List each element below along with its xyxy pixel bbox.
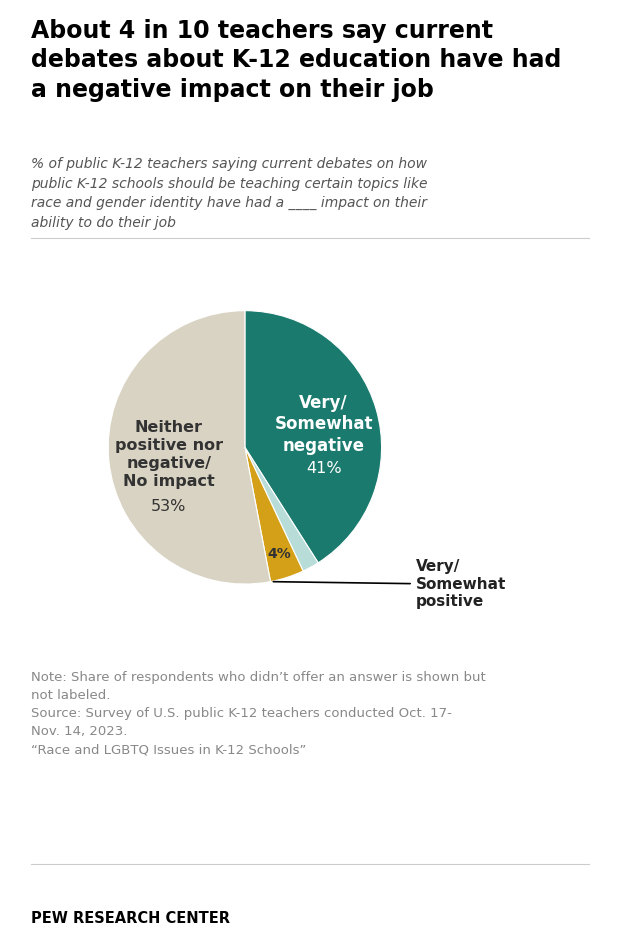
Wedge shape bbox=[245, 447, 303, 582]
Text: Very/
Somewhat
positive: Very/ Somewhat positive bbox=[273, 559, 506, 610]
Text: PEW RESEARCH CENTER: PEW RESEARCH CENTER bbox=[31, 911, 230, 926]
Text: About 4 in 10 teachers say current
debates about K-12 education have had
a negat: About 4 in 10 teachers say current debat… bbox=[31, 19, 561, 102]
Wedge shape bbox=[245, 447, 318, 571]
Text: Very/
Somewhat
negative: Very/ Somewhat negative bbox=[275, 394, 373, 455]
Text: 4%: 4% bbox=[268, 547, 291, 561]
Text: Neither
positive nor
negative/
No impact: Neither positive nor negative/ No impact bbox=[115, 420, 223, 489]
Wedge shape bbox=[245, 310, 381, 563]
Text: 53%: 53% bbox=[151, 499, 187, 514]
Text: % of public K-12 teachers saying current debates on how
public K-12 schools shou: % of public K-12 teachers saying current… bbox=[31, 158, 428, 230]
Text: Note: Share of respondents who didn’t offer an answer is shown but
not labeled.
: Note: Share of respondents who didn’t of… bbox=[31, 671, 485, 756]
Text: 41%: 41% bbox=[306, 460, 342, 475]
Wedge shape bbox=[108, 310, 270, 584]
